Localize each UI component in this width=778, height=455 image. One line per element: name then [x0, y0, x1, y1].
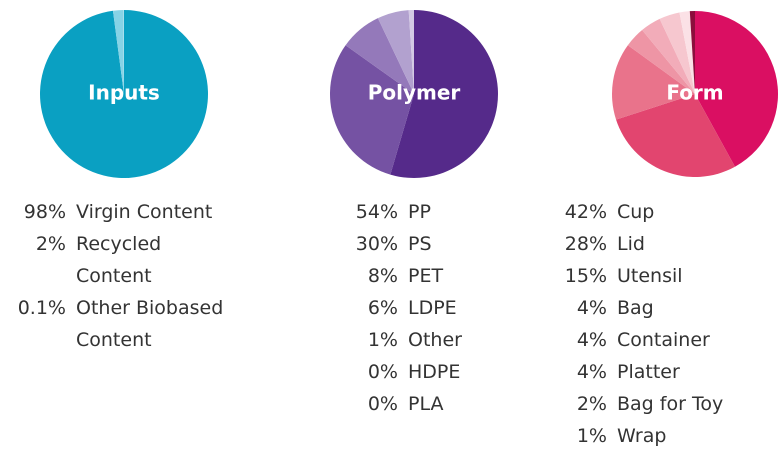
legend-row: 1% Other: [328, 324, 558, 356]
legend-value: 8%: [367, 265, 398, 287]
legend-row: 0% HDPE: [328, 356, 558, 388]
legend-label: Wrap: [617, 425, 667, 447]
legend-label: Cup: [617, 201, 655, 223]
legend-label: Lid: [617, 233, 645, 255]
legend-label: Bag for Toy: [617, 393, 724, 415]
legend-label: PET: [408, 265, 444, 287]
pie-slice: [627, 30, 695, 94]
legend-row: 0.1% Other Biobased Content: [0, 292, 226, 356]
pie-slice: [330, 45, 414, 175]
legend-row: 4% Platter: [537, 356, 777, 388]
legend-row: 30% PS: [328, 228, 558, 260]
legend-value: 4%: [576, 329, 607, 351]
legend-row: 42% Cup: [537, 196, 777, 228]
legend-label: PLA: [408, 393, 444, 415]
pie-slice: [377, 10, 414, 94]
pie-slice: [616, 94, 735, 177]
pie-title: Form: [666, 81, 723, 105]
legend-row: 0% PLA: [328, 388, 558, 420]
legend-label: Virgin Content: [76, 201, 213, 223]
legend-value: 2%: [576, 393, 607, 415]
legend-value: 2%: [35, 233, 66, 255]
legend-value: 15%: [564, 265, 607, 287]
legend-label: Platter: [617, 361, 680, 383]
legend-label: Bag: [617, 297, 654, 319]
legend-value: 42%: [564, 201, 607, 223]
pie-slice: [345, 18, 414, 94]
legend-row: 4% Bag: [537, 292, 777, 324]
legend-value: 28%: [564, 233, 607, 255]
legend-row: 15% Utensil: [537, 260, 777, 292]
legend-value: 30%: [355, 233, 398, 255]
pie-slice: [408, 10, 414, 94]
pie-slice: [612, 45, 695, 120]
legend-label: PS: [408, 233, 432, 255]
legend-label: Recycled Content: [76, 233, 162, 287]
legend-row: 2% Bag for Toy: [537, 388, 777, 420]
legend-row: 6% LDPE: [328, 292, 558, 324]
legend-row: 2% Recycled Content: [0, 228, 226, 292]
legend-label: Other: [408, 329, 462, 351]
legend-value: 98%: [23, 201, 66, 223]
legend-row: 8% PET: [328, 260, 558, 292]
pie-slice: [689, 11, 695, 94]
legend-value: 54%: [355, 201, 398, 223]
legend-value: 0.1%: [17, 297, 66, 319]
legend-label: Container: [617, 329, 710, 351]
legend-row: 54% PP: [328, 196, 558, 228]
legend-value: 0%: [367, 361, 398, 383]
pie-slice: [390, 10, 499, 179]
pie-title: Polymer: [368, 81, 461, 105]
legend-value: 1%: [576, 425, 607, 447]
legend-row: 1% Wrap: [537, 420, 777, 452]
legend: 54% PP 30% PS 8% PET 6% LDPE 1% Other 0% HDPE 0% PLA: [328, 196, 558, 420]
legend-value: 1%: [367, 329, 398, 351]
pie-slice: [679, 11, 695, 95]
pie-slice: [642, 18, 695, 95]
pie-slice: [123, 10, 124, 94]
legend-value: 4%: [576, 361, 607, 383]
legend-row: 98% Virgin Content: [0, 196, 226, 228]
legend-label: Other Biobased Content: [76, 297, 224, 351]
pie-slice: [659, 12, 695, 94]
legend-label: Utensil: [617, 265, 683, 287]
legend-value: 4%: [576, 297, 607, 319]
legend-value: 6%: [367, 297, 398, 319]
legend-label: HDPE: [408, 361, 461, 383]
legend-value: 0%: [367, 393, 398, 415]
legend-row: 28% Lid: [537, 228, 777, 260]
legend: 98% Virgin Content 2% Recycled Content 0.1% O…: [0, 196, 226, 356]
legend: 42% Cup 28% Lid 15% Utensil 4% Bag 4% Container 4%…: [537, 196, 777, 452]
legend-label: PP: [408, 201, 431, 223]
pie-slice: [40, 10, 209, 179]
legend-label: LDPE: [408, 297, 457, 319]
pie-slice: [112, 10, 124, 94]
pie-slice: [695, 11, 778, 167]
pie-title: Inputs: [88, 81, 160, 105]
legend-row: 4% Container: [537, 324, 777, 356]
